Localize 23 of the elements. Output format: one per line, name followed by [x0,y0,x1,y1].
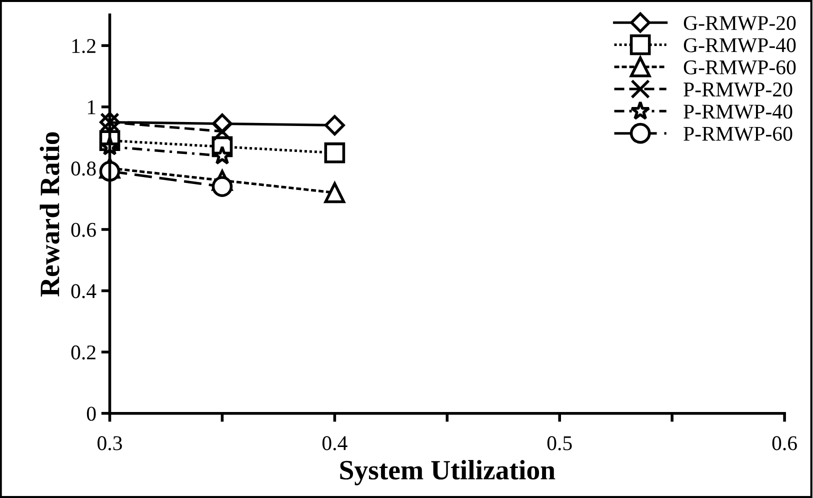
point [324,142,346,164]
point [324,182,346,204]
y-tick-label: 0.6 [71,222,96,237]
x-axis-title: System Utilization [340,460,556,486]
y-tick-label: 0 [86,406,96,421]
legend-label: P-RMWP-20 [684,82,792,97]
legend-label: P-RMWP-40 [684,104,792,119]
legend-label: P-RMWP-60 [684,126,792,141]
legend-label: G-RMWP-40 [684,38,796,52]
y-tick-label: 0.4 [71,284,96,298]
x-tick-label: 0.4 [322,436,348,450]
point [212,176,233,197]
x-tick-label: 0.6 [772,436,797,450]
legend-label: G-RMWP-20 [684,16,796,30]
y-axis-title: Reward Ratio [40,132,60,297]
y-tick-label: 0.2 [71,345,96,360]
y-tick-label: 1.2 [72,39,96,54]
legend-label: G-RMWP-60 [684,60,796,74]
y-tick-label: 0.8 [71,162,96,176]
point [324,115,345,136]
x-tick-label: 0.5 [547,436,572,450]
y-tick-label: 1 [88,100,96,114]
x-tick-label: 0.3 [98,436,122,450]
